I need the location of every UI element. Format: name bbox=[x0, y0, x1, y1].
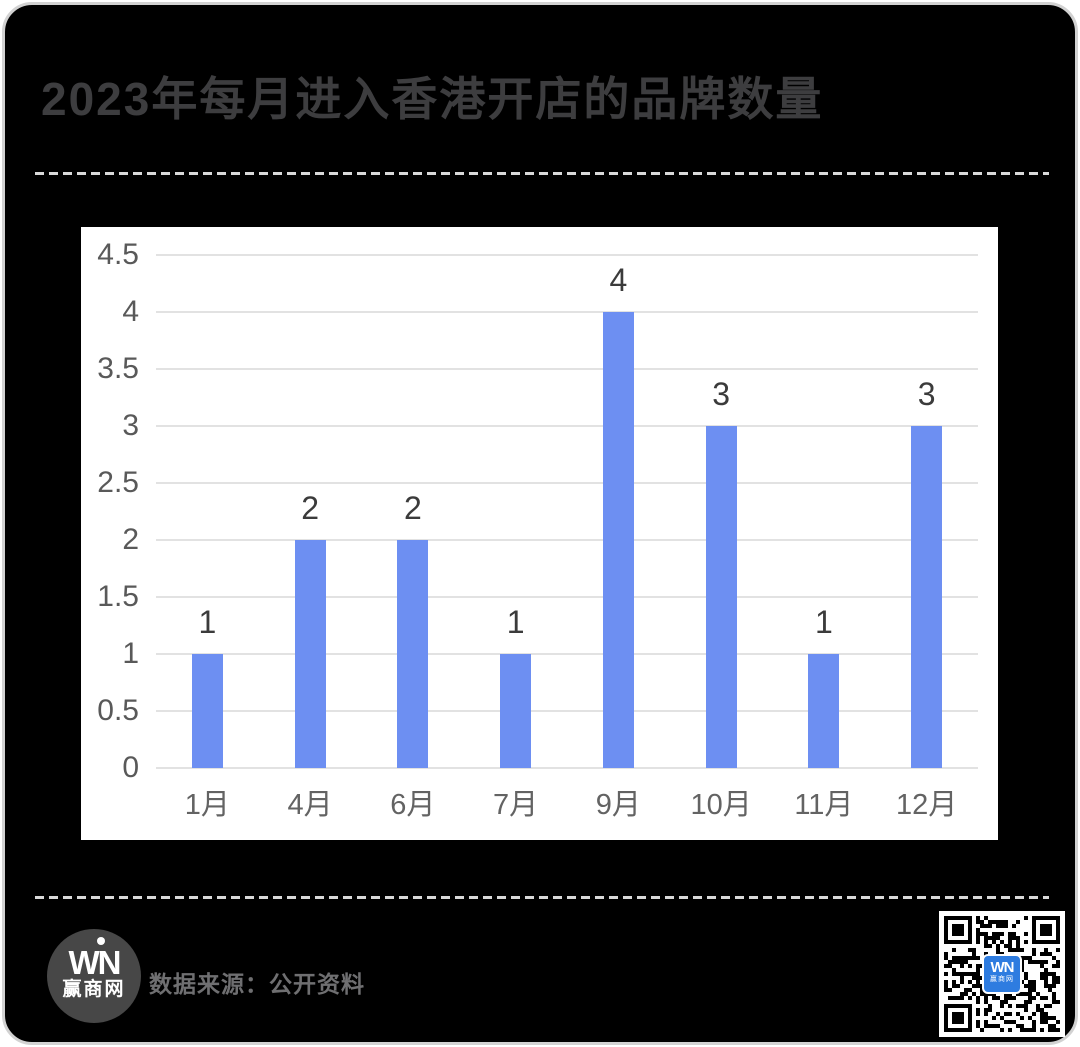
bar-value-label: 1 bbox=[506, 604, 525, 640]
bar-value-label: 2 bbox=[301, 490, 320, 526]
gridline bbox=[156, 311, 978, 313]
gridline bbox=[156, 653, 978, 655]
qr-pattern-icon bbox=[944, 916, 1060, 1032]
bar bbox=[808, 654, 840, 768]
y-axis-tick-label: 4 bbox=[122, 295, 139, 328]
bar-chart: 0 0.5 1 1.5 2 2.5 3 3.5 4 4.5 1 1月 2 4月 2 6月 1 7月 4 9月 3 10月 1… bbox=[81, 227, 998, 840]
y-axis-tick-label: 3.5 bbox=[97, 352, 139, 385]
gridline bbox=[156, 254, 978, 256]
bar-value-label: 1 bbox=[198, 604, 217, 640]
y-axis-tick-label: 0 bbox=[122, 751, 139, 784]
y-axis-tick-label: 1.5 bbox=[97, 580, 139, 613]
gridline bbox=[156, 425, 978, 427]
bar bbox=[602, 312, 634, 768]
gridline bbox=[156, 767, 978, 769]
x-axis-tick-label: 12月 bbox=[895, 789, 958, 821]
bar-value-label: 3 bbox=[712, 376, 731, 412]
y-axis-tick-label: 1 bbox=[122, 637, 139, 670]
y-axis-tick-label: 3 bbox=[122, 409, 139, 442]
y-axis-tick-label: 2 bbox=[122, 523, 139, 556]
x-axis-tick-label: 1月 bbox=[184, 789, 230, 821]
x-axis-tick-label: 6月 bbox=[390, 789, 436, 821]
top-divider bbox=[35, 172, 1049, 175]
brand-logo: WN 赢商网 bbox=[47, 929, 141, 1023]
gridline bbox=[156, 539, 978, 541]
bar bbox=[705, 426, 737, 768]
bar bbox=[397, 540, 429, 768]
qr-code: WN 赢商网 bbox=[939, 911, 1065, 1037]
gridline bbox=[156, 368, 978, 370]
bar bbox=[294, 540, 326, 768]
x-axis-tick-label: 10月 bbox=[690, 789, 752, 821]
qr-center-logo: WN 赢商网 bbox=[982, 954, 1022, 994]
logo-initials: WN bbox=[47, 937, 141, 980]
y-axis-tick-label: 2.5 bbox=[97, 466, 139, 499]
bar-value-label: 3 bbox=[917, 376, 936, 412]
bar-value-label: 1 bbox=[814, 604, 833, 640]
bar bbox=[500, 654, 532, 768]
x-axis-tick-label: 9月 bbox=[595, 789, 641, 821]
y-axis-tick-label: 0.5 bbox=[97, 694, 139, 727]
data-source-text: 数据来源：公开资料 bbox=[149, 971, 365, 997]
x-axis-tick-label: 11月 bbox=[794, 789, 854, 821]
bar bbox=[191, 654, 223, 768]
bar-value-label: 2 bbox=[403, 490, 422, 526]
y-axis-tick-label: 4.5 bbox=[97, 238, 139, 271]
bottom-divider bbox=[35, 896, 1049, 899]
page-title: 2023年每月进入香港开店的品牌数量 bbox=[41, 73, 824, 125]
x-axis-tick-label: 7月 bbox=[493, 789, 539, 821]
brand-name: 赢商网 bbox=[62, 979, 126, 1000]
x-axis-tick-label: 4月 bbox=[287, 789, 333, 821]
gridline bbox=[156, 710, 978, 712]
logo-dot-icon bbox=[97, 937, 105, 945]
gridline bbox=[156, 596, 978, 598]
bar bbox=[911, 426, 943, 768]
gridline bbox=[156, 482, 978, 484]
bar-value-label: 4 bbox=[609, 262, 628, 298]
